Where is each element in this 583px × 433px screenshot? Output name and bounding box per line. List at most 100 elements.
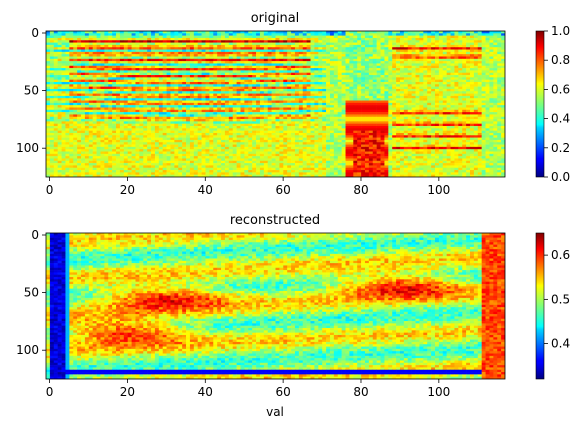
heatmap-cell [201,65,206,69]
heatmap-cell [337,123,342,127]
heatmap-cell [193,93,198,97]
heatmap-cell [302,68,307,71]
heatmap-cell [256,109,261,113]
heatmap-cell [427,31,432,34]
heatmap-cell [423,112,428,115]
heatmap-cell [427,105,432,108]
heatmap-cell [337,79,342,83]
heatmap-cell [123,54,128,57]
heatmap-cell [438,58,444,62]
heatmap-cell [291,42,296,46]
heatmap-cell [189,91,195,94]
heatmap-cell [147,107,152,111]
heatmap-cell [477,107,482,111]
heatmap-cell [178,107,183,111]
heatmap-cell [341,105,346,108]
heatmap-cell [154,123,160,127]
heatmap-cell [263,40,269,43]
heatmap-cell [419,56,424,60]
heatmap-cell [139,51,144,55]
heatmap-cell [244,102,249,106]
heatmap-cell [446,81,451,85]
heatmap-cell [135,114,140,118]
heatmap-cell [182,70,187,74]
heatmap-cell [442,31,447,34]
heatmap-cell [131,47,136,50]
heatmap-cell [462,100,467,104]
heatmap-cell [151,81,156,85]
heatmap-cell [252,33,257,36]
heatmap-cell [469,119,475,122]
heatmap-cell [314,49,319,53]
heatmap-cell [357,42,362,46]
heatmap-cell [337,47,342,50]
heatmap-cell [399,77,405,80]
heatmap-cell [497,49,502,53]
heatmap-cell [263,121,269,124]
heatmap-cell [158,49,163,53]
heatmap-cell [174,86,179,90]
heatmap-cell [158,68,163,71]
heatmap-cell [166,112,171,115]
heatmap-cell [186,114,191,118]
heatmap-cell [209,126,214,129]
heatmap-cell [431,54,436,57]
heatmap-cell [197,126,202,129]
heatmap-cell [329,49,335,53]
heatmap-cell [314,84,319,87]
heatmap-cell [287,109,292,113]
heatmap-cell [341,54,346,57]
heatmap-cell [131,114,136,118]
heatmap-cell [244,105,249,108]
heatmap-cell [131,31,136,34]
heatmap-cell [431,116,436,120]
heatmap-cell [170,84,175,87]
heatmap-cell [372,72,377,76]
heatmap-cell [256,31,261,34]
heatmap-cell [139,47,144,50]
heatmap-cell [283,77,288,80]
heatmap-cell [213,63,218,67]
heatmap-cell [252,112,257,115]
heatmap-cell [298,84,304,87]
heatmap-cell [466,102,471,106]
heatmap-cell [345,44,350,48]
heatmap-cell [77,107,82,111]
heatmap-cell [65,93,70,97]
heatmap-cell [256,37,261,41]
heatmap-cell [46,33,51,36]
heatmap-cell [302,114,307,118]
heatmap-cell [259,107,265,111]
heatmap-cell [104,119,109,122]
heatmap-cell [178,123,183,127]
heatmap-cell [364,126,370,129]
heatmap-cell [407,121,412,124]
heatmap-cell [166,72,171,76]
heatmap-cell [353,109,358,113]
heatmap-cell [298,70,304,74]
heatmap-cell [454,47,459,50]
heatmap-cell [267,49,272,53]
heatmap-cell [298,86,304,90]
heatmap-cell [162,107,167,111]
heatmap-cell [127,33,132,36]
heatmap-cell [364,86,370,90]
heatmap-cell [434,54,440,57]
heatmap-cell [267,40,272,43]
heatmap-cell [438,112,444,115]
heatmap-cell [186,126,191,129]
heatmap-cell [407,33,412,36]
heatmap-cell [96,70,101,74]
heatmap-cell [466,37,471,41]
heatmap-cell [77,126,82,129]
heatmap-cell [240,54,245,57]
heatmap-cell [396,102,401,106]
heatmap-cell [197,105,202,108]
heatmap-cell [396,75,401,78]
heatmap-cell [252,40,257,43]
heatmap-cell [287,54,292,57]
heatmap-cell [337,105,342,108]
heatmap-cell [283,93,288,97]
heatmap-cell [221,70,226,74]
heatmap-cell [454,102,459,106]
